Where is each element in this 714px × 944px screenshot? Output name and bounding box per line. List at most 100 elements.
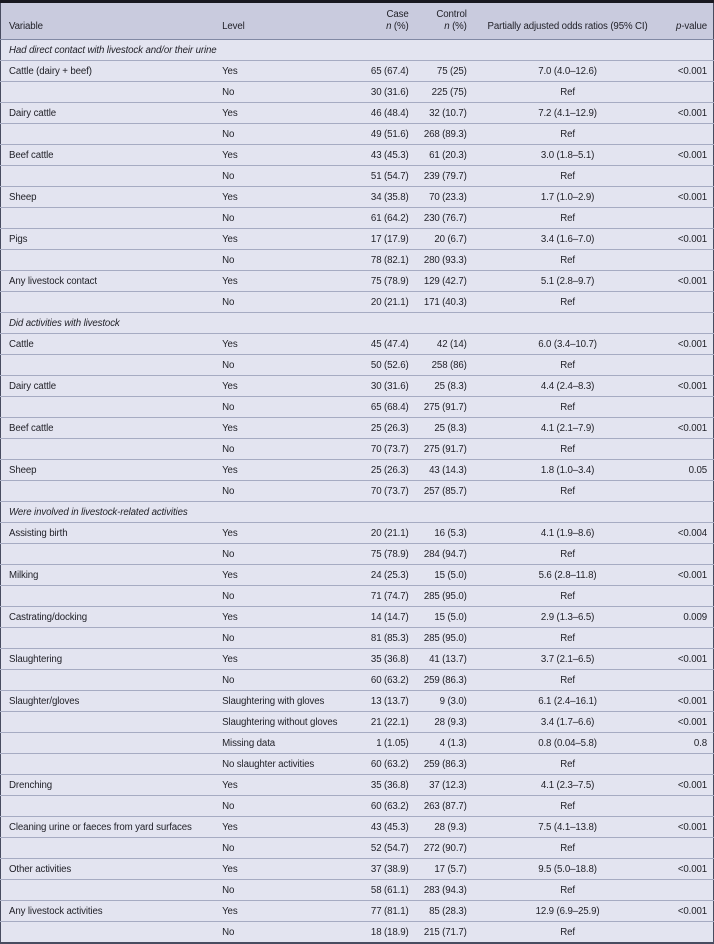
- cell-level: No: [216, 543, 355, 565]
- cell-p-value: 0.8: [662, 732, 714, 754]
- cell-variable: Slaughtering: [0, 648, 217, 670]
- cell-p-value: <0.001: [662, 417, 714, 439]
- cell-control: 61 (20.3): [414, 144, 473, 166]
- cell-odds-ratio: 4.1 (1.9–8.6): [472, 522, 663, 544]
- cell-odds-ratio: 6.1 (2.4–16.1): [472, 690, 663, 712]
- cell-level: Yes: [216, 459, 355, 481]
- cell-odds-ratio: Ref: [472, 795, 663, 817]
- cell-case: 49 (51.6): [354, 123, 415, 145]
- cell-control: 9 (3.0): [414, 690, 473, 712]
- cell-p-value: <0.001: [662, 900, 714, 922]
- cell-variable: Sheep: [0, 186, 217, 208]
- cell-case: 78 (82.1): [354, 249, 415, 271]
- cell-control: 263 (87.7): [414, 795, 473, 817]
- header-p-rest: -value: [681, 21, 707, 32]
- cell-odds-ratio: Ref: [472, 627, 663, 649]
- cell-odds-ratio: Ref: [472, 396, 663, 418]
- cell-control: 258 (86): [414, 354, 473, 376]
- cell-level: Yes: [216, 900, 355, 922]
- table-row: No 61 (64.2) 230 (76.7) Ref: [0, 207, 714, 229]
- header-case-n: n: [386, 21, 392, 32]
- cell-p-value: [662, 354, 714, 376]
- cell-variable: [0, 81, 217, 103]
- table-row: Pigs Yes 17 (17.9) 20 (6.7) 3.4 (1.6–7.0…: [0, 228, 714, 250]
- cell-level: No: [216, 921, 355, 943]
- cell-p-value: [662, 879, 714, 901]
- cell-odds-ratio: 6.0 (3.4–10.7): [472, 333, 663, 355]
- cell-variable: [0, 249, 217, 271]
- cell-case: 60 (63.2): [354, 795, 415, 817]
- table-body: Had direct contact with livestock and/or…: [0, 40, 714, 943]
- cell-p-value: <0.001: [662, 144, 714, 166]
- cell-level: No: [216, 585, 355, 607]
- cell-variable: [0, 921, 217, 943]
- cell-control: 268 (89.3): [414, 123, 473, 145]
- cell-level: Yes: [216, 228, 355, 250]
- cell-case: 25 (26.3): [354, 459, 415, 481]
- cell-control: 85 (28.3): [414, 900, 473, 922]
- cell-p-value: <0.001: [662, 375, 714, 397]
- cell-p-value: [662, 585, 714, 607]
- cell-variable: [0, 753, 217, 775]
- cell-level: No slaughter activities: [216, 753, 355, 775]
- table-row: Any livestock contact Yes 75 (78.9) 129 …: [0, 270, 714, 292]
- table-row: No 51 (54.7) 239 (79.7) Ref: [0, 165, 714, 187]
- cell-level: No: [216, 81, 355, 103]
- cell-level: Yes: [216, 270, 355, 292]
- cell-case: 75 (78.9): [354, 543, 415, 565]
- cell-control: 215 (71.7): [414, 921, 473, 943]
- cell-odds-ratio: 12.9 (6.9–25.9): [472, 900, 663, 922]
- cell-case: 81 (85.3): [354, 627, 415, 649]
- section-title: Were involved in livestock-related activ…: [0, 501, 714, 523]
- cell-case: 20 (21.1): [354, 291, 415, 313]
- cell-level: No: [216, 669, 355, 691]
- cell-odds-ratio: 4.1 (2.3–7.5): [472, 774, 663, 796]
- cell-p-value: 0.05: [662, 459, 714, 481]
- table-row: No 75 (78.9) 284 (94.7) Ref: [0, 543, 714, 565]
- cell-odds-ratio: 1.8 (1.0–3.4): [472, 459, 663, 481]
- cell-odds-ratio: 3.0 (1.8–5.1): [472, 144, 663, 166]
- table-row: No 18 (18.9) 215 (71.7) Ref: [0, 921, 714, 943]
- cell-variable: Cattle (dairy + beef): [0, 60, 217, 82]
- cell-case: 60 (63.2): [354, 753, 415, 775]
- table-row: Other activities Yes 37 (38.9) 17 (5.7) …: [0, 858, 714, 880]
- cell-case: 30 (31.6): [354, 375, 415, 397]
- cell-variable: [0, 207, 217, 229]
- cell-case: 30 (31.6): [354, 81, 415, 103]
- cell-odds-ratio: Ref: [472, 249, 663, 271]
- header-variable: Variable: [0, 1, 217, 40]
- header-case-line1: Case: [386, 9, 409, 20]
- table-row: No 52 (54.7) 272 (90.7) Ref: [0, 837, 714, 859]
- cell-variable: [0, 438, 217, 460]
- table-row: Any livestock activities Yes 77 (81.1) 8…: [0, 900, 714, 922]
- cell-case: 18 (18.9): [354, 921, 415, 943]
- cell-odds-ratio: Ref: [472, 81, 663, 103]
- cell-case: 45 (47.4): [354, 333, 415, 355]
- cell-variable: [0, 732, 217, 754]
- cell-variable: Beef cattle: [0, 144, 217, 166]
- cell-variable: Beef cattle: [0, 417, 217, 439]
- cell-level: No: [216, 879, 355, 901]
- cell-p-value: <0.001: [662, 228, 714, 250]
- section-title: Did activities with livestock: [0, 312, 714, 334]
- cell-variable: Dairy cattle: [0, 375, 217, 397]
- cell-level: No: [216, 627, 355, 649]
- cell-odds-ratio: 4.4 (2.4–8.3): [472, 375, 663, 397]
- section-header-row: Did activities with livestock: [0, 312, 714, 334]
- table-row: Missing data 1 (1.05) 4 (1.3) 0.8 (0.04–…: [0, 732, 714, 754]
- cell-level: Yes: [216, 102, 355, 124]
- section-header-row: Had direct contact with livestock and/or…: [1, 40, 714, 61]
- cell-p-value: <0.001: [662, 711, 714, 733]
- header-level: Level: [216, 1, 355, 40]
- cell-odds-ratio: 4.1 (2.1–7.9): [472, 417, 663, 439]
- cell-level: Yes: [216, 774, 355, 796]
- cell-odds-ratio: Ref: [472, 165, 663, 187]
- cell-variable: Cleaning urine or faeces from yard surfa…: [0, 816, 217, 838]
- cell-p-value: <0.004: [662, 522, 714, 544]
- cell-control: 259 (86.3): [414, 753, 473, 775]
- cell-odds-ratio: 7.0 (4.0–12.6): [472, 60, 663, 82]
- table-row: No 60 (63.2) 259 (86.3) Ref: [0, 669, 714, 691]
- cell-level: No: [216, 795, 355, 817]
- cell-case: 37 (38.9): [354, 858, 415, 880]
- cell-variable: Drenching: [0, 774, 217, 796]
